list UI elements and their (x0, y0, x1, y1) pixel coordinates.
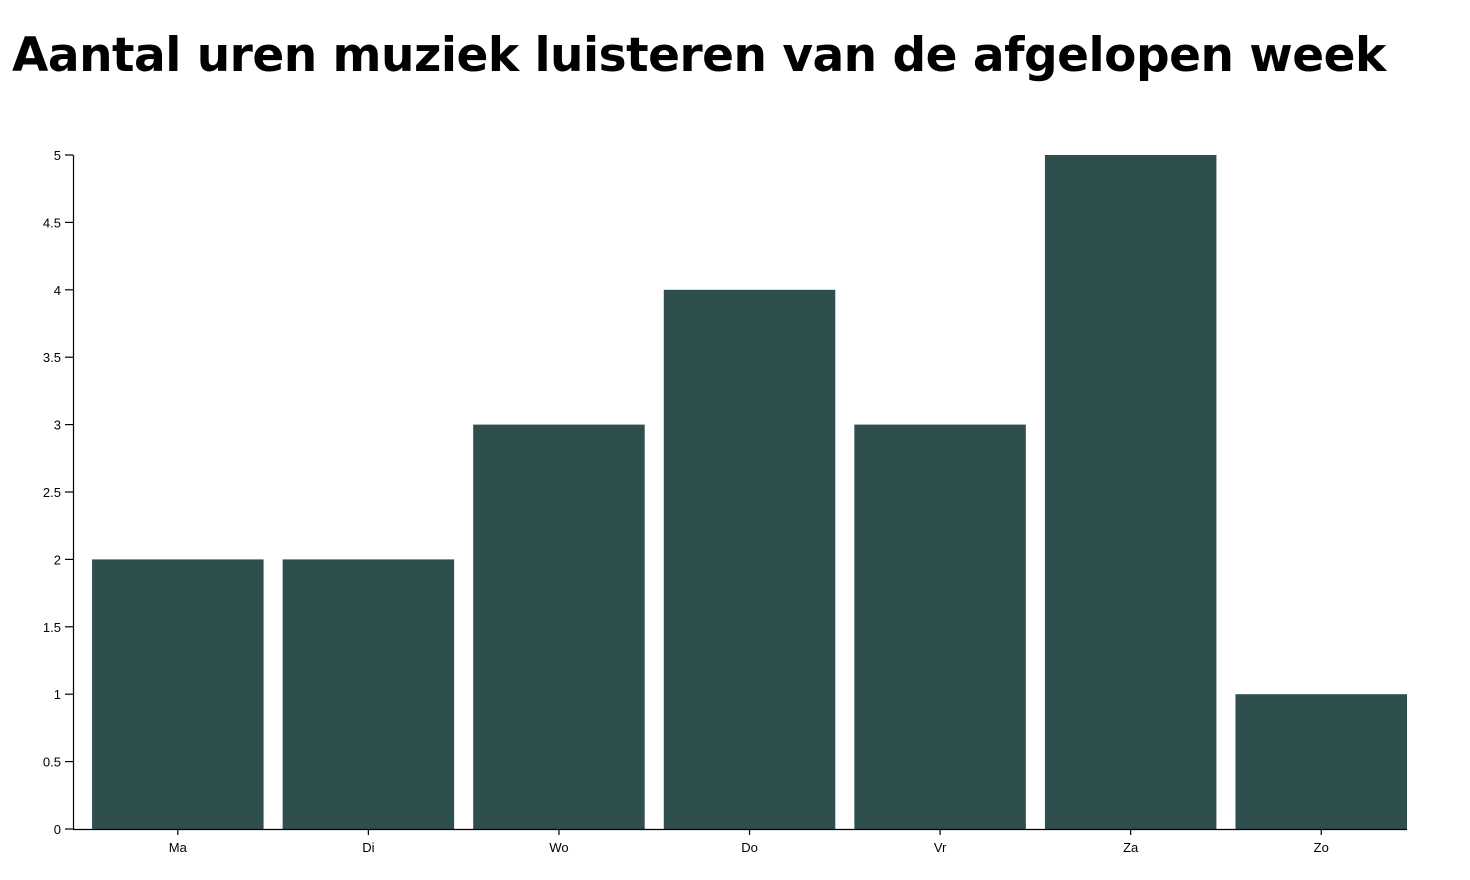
y-tick-label: 1.5 (43, 620, 61, 635)
y-tick-label: 4.5 (43, 215, 61, 230)
x-tick-label: Wo (549, 840, 568, 855)
page-title: Aantal uren muziek luisteren van de afge… (12, 28, 1386, 83)
bar-do (663, 289, 836, 829)
x-tick-label: Ma (169, 840, 188, 855)
y-tick-label: 0 (54, 822, 61, 837)
x-tick-label: Vr (934, 840, 947, 855)
y-tick-label: 3.5 (43, 350, 61, 365)
y-tick-label: 4 (54, 283, 61, 298)
y-tick-label: 5 (54, 148, 61, 163)
bars-group (92, 155, 1407, 829)
bar-zo (1235, 694, 1407, 829)
y-tick-label: 0.5 (43, 755, 61, 770)
y-tick-label: 2 (54, 552, 61, 567)
y-axis: 0 0.5 1 1.5 2 2.5 3 3.5 4 4.5 5 (43, 148, 75, 837)
x-tick-label: Za (1123, 840, 1139, 855)
bar-ma (92, 559, 264, 829)
bar-di (282, 559, 455, 829)
x-tick-label: Do (741, 840, 758, 855)
bar-wo (473, 424, 645, 829)
x-axis: Ma Di Wo Do Vr Za Zo (73, 828, 1407, 855)
bar-vr (854, 424, 1026, 829)
x-tick-label: Zo (1314, 840, 1329, 855)
x-tick-label: Di (362, 840, 374, 855)
bar-za (1044, 155, 1217, 829)
y-tick-label: 1 (54, 687, 61, 702)
y-tick-label: 3 (54, 418, 61, 433)
y-tick-label: 2.5 (43, 485, 61, 500)
